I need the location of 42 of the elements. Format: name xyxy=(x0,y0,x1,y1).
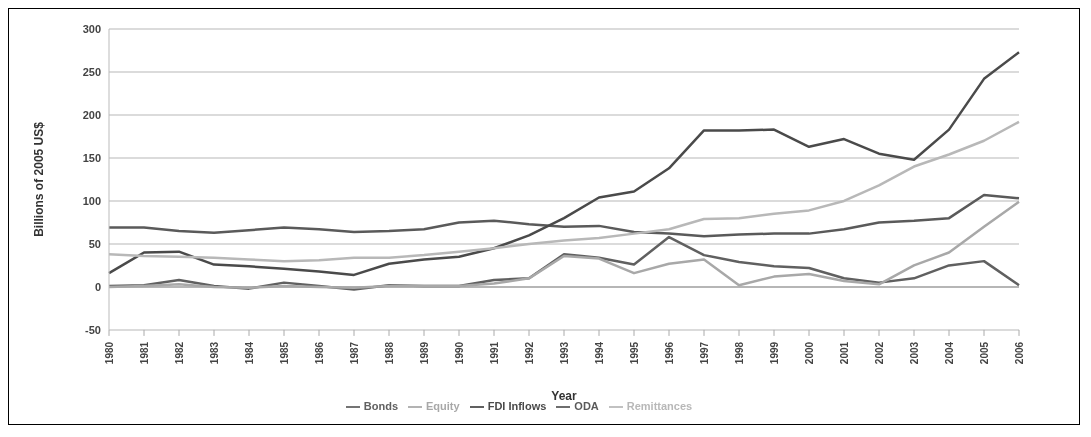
x-tick-label: 2004 xyxy=(944,341,955,365)
x-tick-label: 1987 xyxy=(349,341,360,365)
x-tick-label: 2006 xyxy=(1014,341,1025,365)
y-tick-label: 150 xyxy=(82,151,101,164)
y-axis-title: Billions of 2005 US$ xyxy=(32,121,47,237)
x-tick-label: 1981 xyxy=(139,341,150,365)
y-tick-label: 250 xyxy=(82,65,101,78)
x-tick-label: 1995 xyxy=(629,341,640,365)
x-tick-label: 1997 xyxy=(699,341,710,365)
x-tick-label: 1986 xyxy=(314,341,325,365)
x-tick-label: 1988 xyxy=(384,341,395,365)
legend-label: Equity xyxy=(426,399,460,412)
x-tick-label: 1982 xyxy=(174,341,185,365)
legend-label: Bonds xyxy=(363,399,399,412)
x-tick-label: 1994 xyxy=(594,341,605,365)
y-tick-label: 0 xyxy=(94,280,101,293)
line-series xyxy=(107,200,1021,290)
x-tick-label: 2001 xyxy=(839,341,850,365)
x-tick-label: 2002 xyxy=(874,341,885,365)
x-tick-label: 1990 xyxy=(454,341,465,365)
x-tick-label: 1998 xyxy=(734,341,745,365)
x-tick-label: 2000 xyxy=(804,341,815,365)
y-tick-label: 200 xyxy=(82,108,101,121)
x-tick-label: 1992 xyxy=(524,341,535,365)
y-tick-label: 300 xyxy=(82,22,101,35)
x-tick-label: 1999 xyxy=(769,341,780,365)
x-tick-label: 1980 xyxy=(104,341,115,365)
x-tick-label: 1984 xyxy=(244,341,255,365)
x-tick-label: 1993 xyxy=(559,341,570,365)
line-series xyxy=(107,50,1021,277)
x-tick-label: 1989 xyxy=(419,341,430,365)
x-tick-label: 1996 xyxy=(664,341,675,365)
y-tick-label: -50 xyxy=(85,323,101,336)
x-tick-label: 1985 xyxy=(279,341,290,365)
x-tick-label: 1983 xyxy=(209,341,220,365)
legend-label: FDI Inflows xyxy=(487,399,547,412)
x-tick-label: 1991 xyxy=(489,341,500,365)
x-tick-label: 2005 xyxy=(979,341,990,365)
x-tick-label: 2003 xyxy=(909,341,920,365)
legend-label: Remittances xyxy=(626,399,693,412)
y-tick-label: 100 xyxy=(82,194,101,207)
y-tick-label: 50 xyxy=(88,237,101,250)
